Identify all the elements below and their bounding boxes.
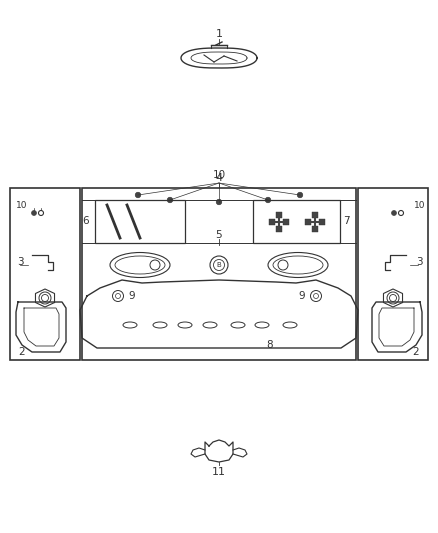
Text: 10: 10 bbox=[16, 200, 28, 209]
Circle shape bbox=[392, 211, 396, 215]
Polygon shape bbox=[304, 219, 311, 224]
Circle shape bbox=[265, 197, 271, 203]
Text: 7: 7 bbox=[343, 216, 350, 227]
Text: 6: 6 bbox=[82, 216, 89, 227]
Circle shape bbox=[32, 211, 36, 215]
Text: 5: 5 bbox=[215, 230, 223, 240]
Text: 3: 3 bbox=[17, 257, 23, 267]
Text: 3: 3 bbox=[416, 257, 422, 267]
Text: 11: 11 bbox=[212, 467, 226, 477]
Text: 10: 10 bbox=[414, 200, 426, 209]
Polygon shape bbox=[311, 225, 318, 231]
Polygon shape bbox=[318, 219, 325, 224]
Text: 2: 2 bbox=[19, 347, 25, 357]
Bar bbox=[82, 188, 356, 360]
Text: B: B bbox=[217, 262, 221, 268]
Polygon shape bbox=[268, 219, 275, 224]
Text: 2: 2 bbox=[413, 347, 419, 357]
Text: 4: 4 bbox=[215, 173, 223, 183]
Polygon shape bbox=[276, 225, 282, 231]
Bar bbox=[10, 188, 80, 360]
Bar bbox=[253, 200, 340, 243]
Text: 9: 9 bbox=[299, 291, 305, 301]
Circle shape bbox=[167, 197, 173, 203]
Bar bbox=[95, 200, 185, 243]
Text: 9: 9 bbox=[129, 291, 135, 301]
Bar bbox=[358, 188, 428, 360]
Circle shape bbox=[135, 192, 141, 198]
Text: 1: 1 bbox=[215, 29, 223, 39]
Text: 8: 8 bbox=[267, 340, 273, 350]
Polygon shape bbox=[283, 219, 289, 224]
Polygon shape bbox=[311, 212, 318, 217]
Circle shape bbox=[297, 192, 303, 198]
Circle shape bbox=[216, 199, 222, 205]
Text: 10: 10 bbox=[212, 170, 226, 180]
Polygon shape bbox=[276, 212, 282, 217]
